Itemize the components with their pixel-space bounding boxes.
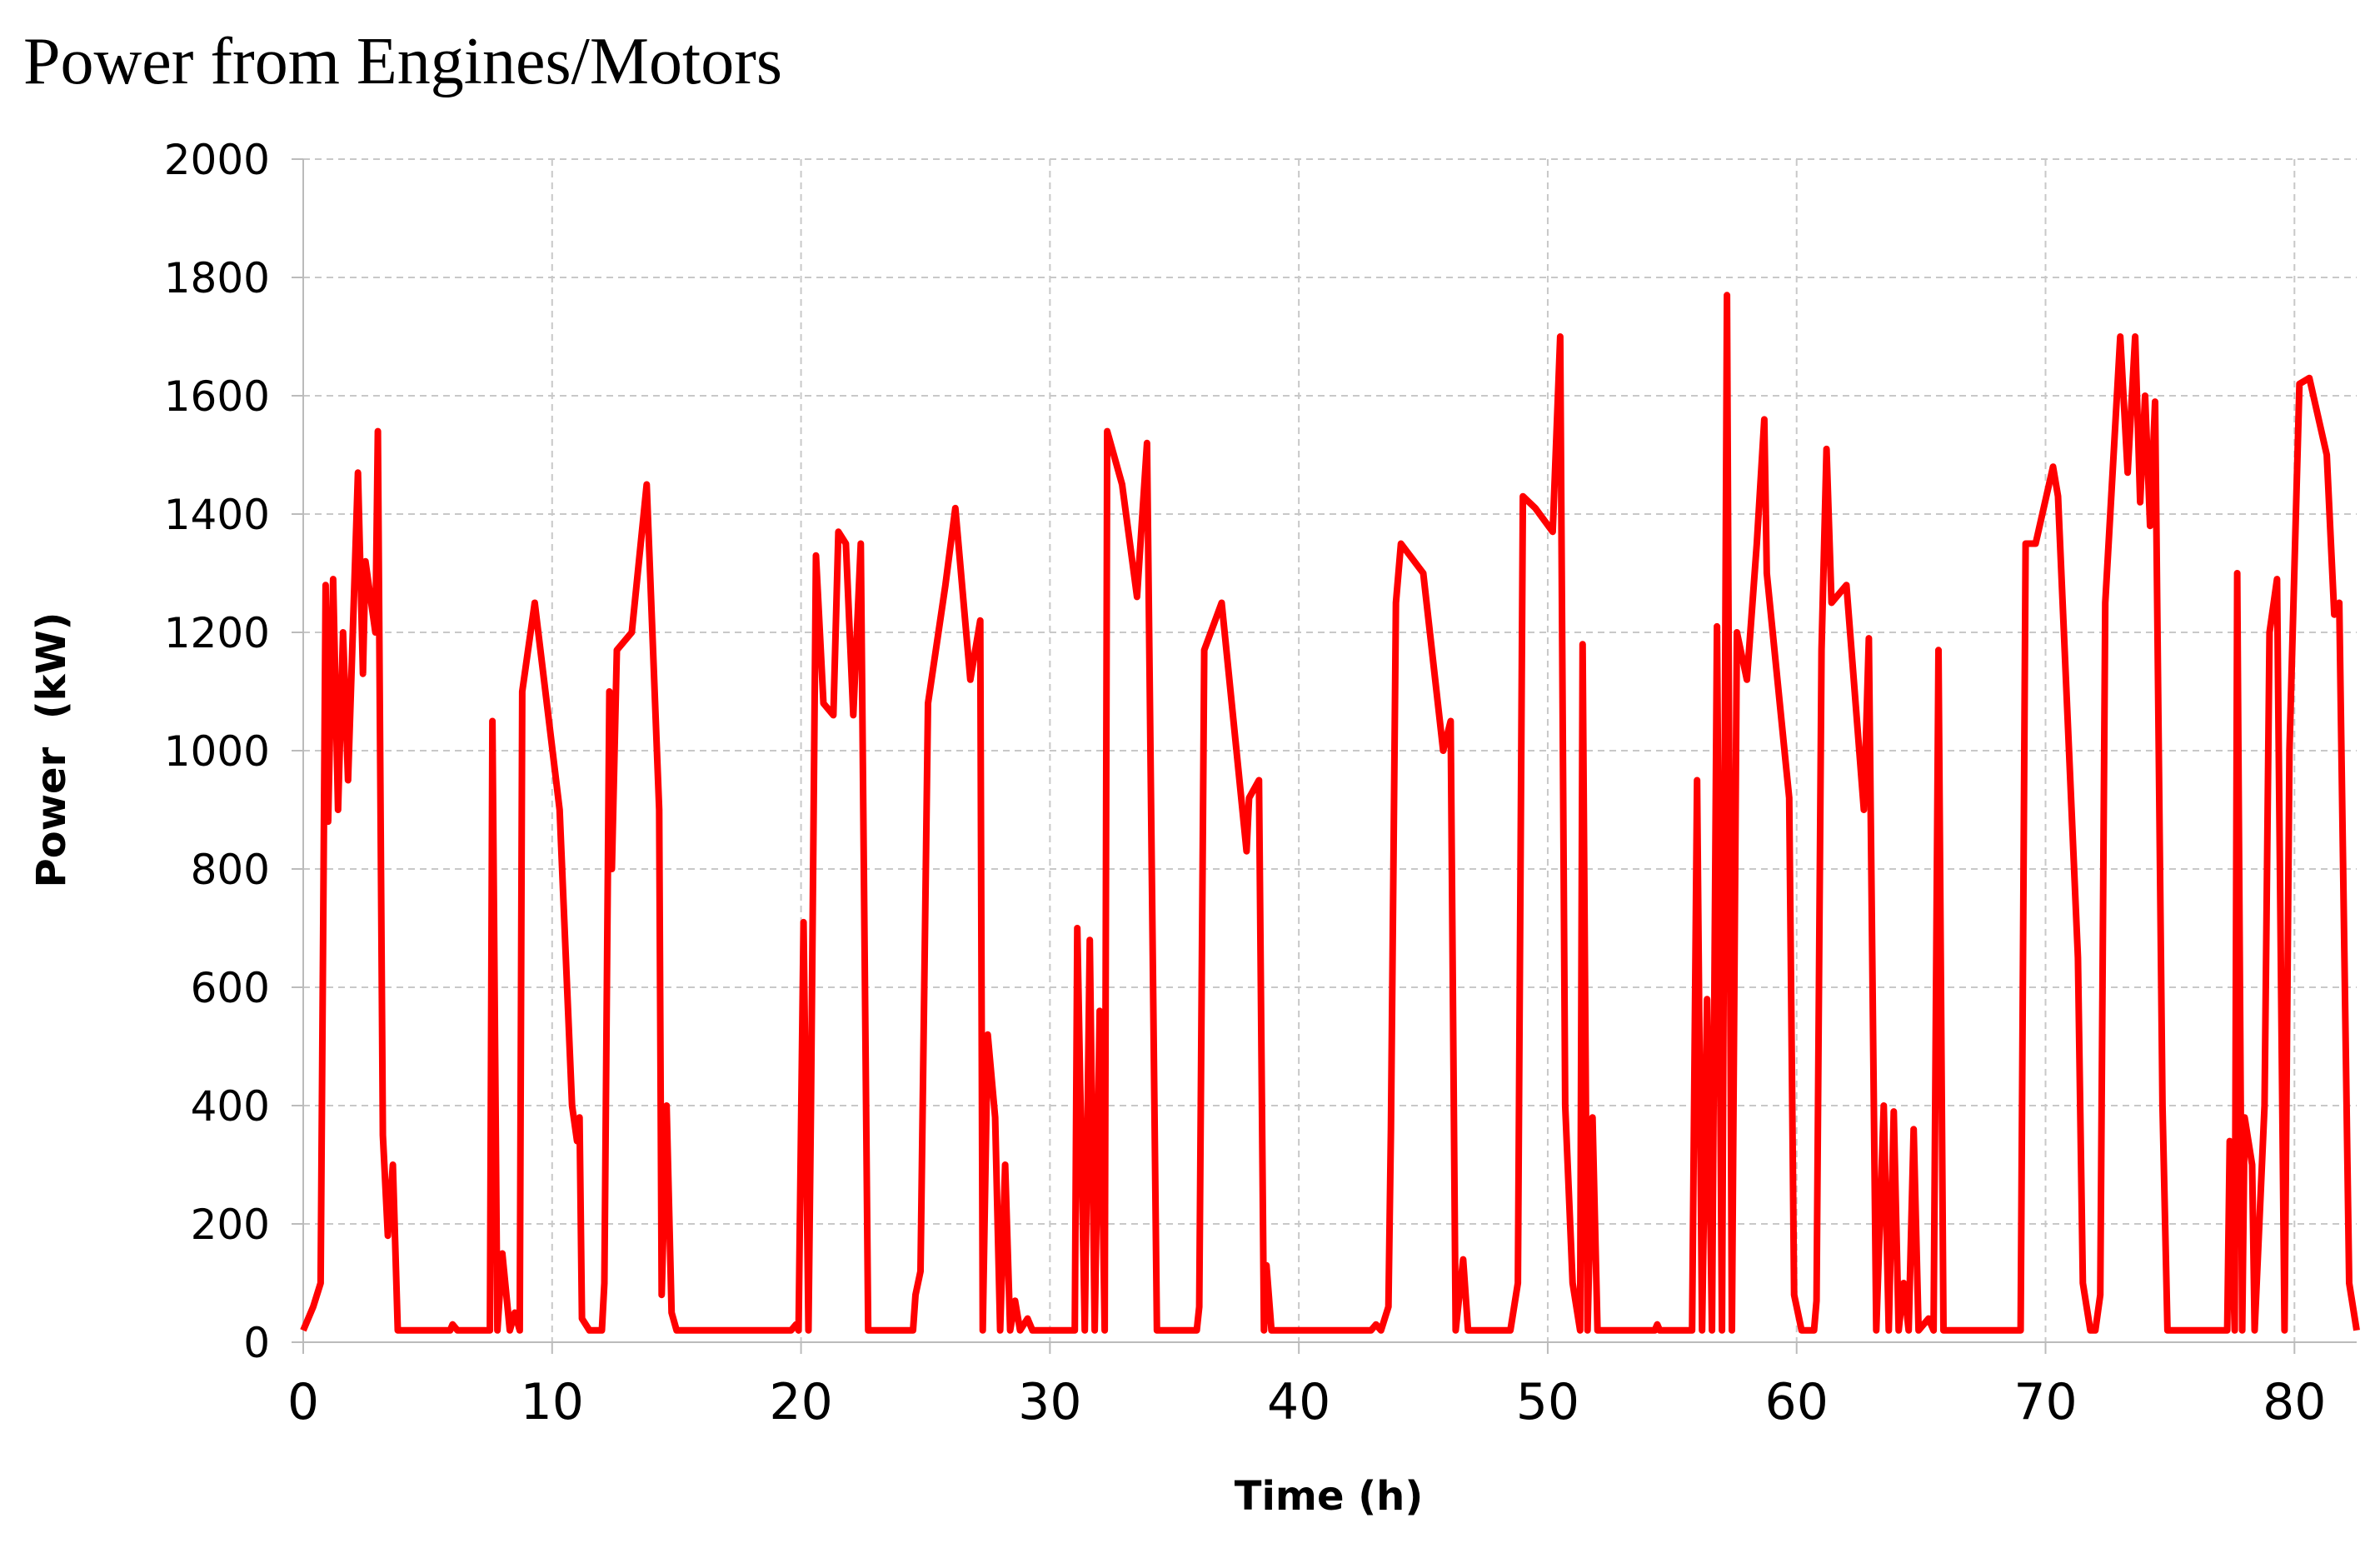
- y-tick-label: 400: [191, 1082, 270, 1131]
- x-tick-label: 0: [287, 1373, 319, 1431]
- x-tick-label: 50: [1516, 1373, 1579, 1431]
- y-tick-label: 1000: [164, 727, 270, 776]
- y-tick-label: 0: [243, 1319, 270, 1367]
- y-tick-label: 1600: [164, 372, 270, 421]
- x-tick-label: 80: [2263, 1373, 2326, 1431]
- y-tick-label: 600: [191, 964, 270, 1012]
- data-line: [300, 292, 2360, 1334]
- y-tick-label: 1800: [164, 254, 270, 302]
- x-tick-label: 40: [1267, 1373, 1330, 1431]
- x-tick-label: 30: [1018, 1373, 1081, 1431]
- y-tick-label: 2000: [164, 136, 270, 184]
- x-axis-title: Time (h): [1235, 1473, 1424, 1520]
- x-tick-label: 70: [2013, 1373, 2077, 1431]
- chart-title: Power from Engines/Motors: [23, 25, 782, 98]
- y-tick-label: 1200: [164, 609, 270, 657]
- y-axis-title: Power (kW): [28, 612, 75, 888]
- x-tick-label: 10: [521, 1373, 584, 1431]
- x-tick-label: 60: [1765, 1373, 1829, 1431]
- y-tick-label: 1400: [164, 491, 270, 539]
- y-tick-label: 800: [191, 846, 270, 894]
- x-tick-label: 20: [769, 1373, 832, 1431]
- y-tick-label: 200: [191, 1201, 270, 1249]
